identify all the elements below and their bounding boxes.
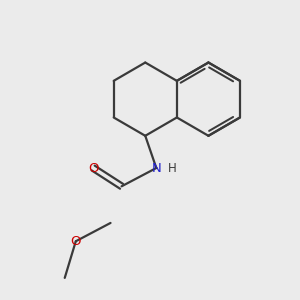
Text: O: O (70, 235, 81, 248)
Text: H: H (168, 161, 177, 175)
Text: N: N (152, 161, 161, 175)
Text: O: O (88, 161, 98, 175)
